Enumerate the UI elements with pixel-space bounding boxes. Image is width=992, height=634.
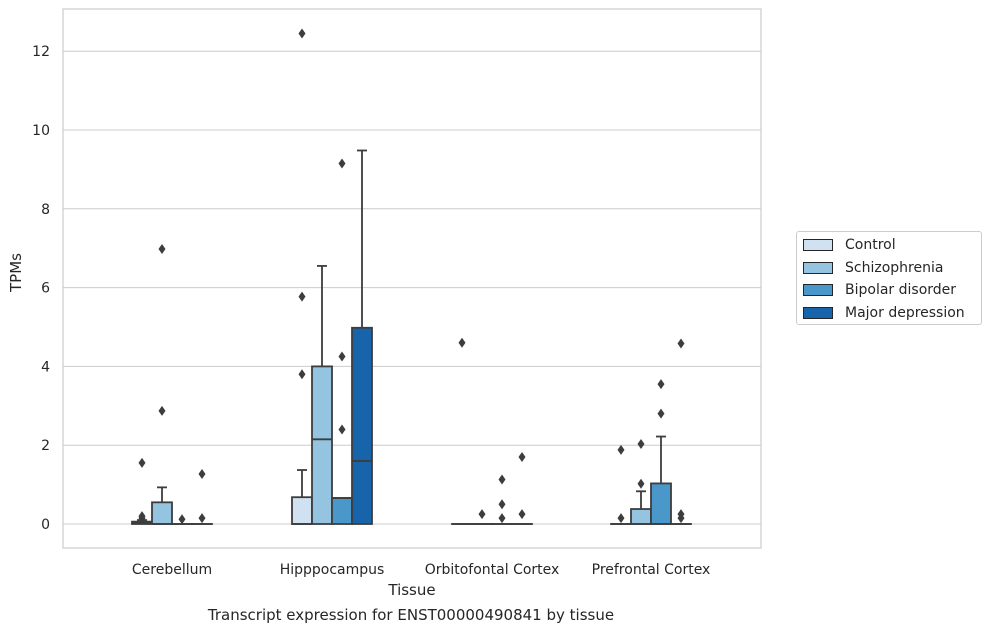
legend-label-control: Control — [845, 237, 896, 253]
y-tick-label: 8 — [41, 202, 50, 218]
legend-item-schizophrenia: Schizophrenia — [803, 258, 943, 278]
outlier-point — [677, 338, 685, 349]
outlier-point — [338, 351, 346, 362]
outlier-point — [298, 291, 306, 302]
outlier-point — [498, 513, 506, 524]
legend-label-major-depression: Major depression — [845, 305, 965, 321]
outlier-point — [518, 509, 526, 520]
box-schizophrenia — [311, 365, 333, 525]
outlier-point — [637, 478, 645, 489]
legend-item-bipolar-disorder: Bipolar disorder — [803, 280, 956, 300]
outlier-point — [298, 369, 306, 380]
y-tick-label: 12 — [32, 44, 50, 60]
x-tick-label: Cerebellum — [132, 562, 212, 578]
legend-swatch-control — [803, 239, 833, 251]
legend: Control Schizophrenia Bipolar disorder M… — [796, 231, 982, 325]
outlier-point — [617, 513, 625, 524]
legend-label-schizophrenia: Schizophrenia — [845, 260, 944, 276]
legend-swatch-schizophrenia — [803, 262, 833, 274]
legend-item-control: Control — [803, 235, 896, 255]
x-axis-label: Tissue — [387, 581, 435, 599]
outlier-point — [498, 499, 506, 510]
legend-swatch-bipolar-disorder — [803, 284, 833, 296]
outlier-point — [458, 337, 466, 348]
legend-label-bipolar-disorder: Bipolar disorder — [845, 282, 957, 298]
outlier-point — [178, 514, 186, 525]
y-tick-label: 10 — [32, 123, 50, 139]
chart-caption: Transcript expression for ENST0000049084… — [207, 606, 615, 624]
plot-frame — [62, 8, 762, 549]
box-control — [291, 496, 313, 525]
x-tick-label: Hipppocampus — [280, 562, 385, 578]
outlier-point — [198, 468, 206, 479]
legend-swatch-major-depression — [803, 307, 833, 319]
outlier-point — [518, 452, 526, 463]
x-tick-label: Orbitofontal Cortex — [425, 562, 560, 578]
outlier-point — [298, 28, 306, 39]
box-bipolar-disorder — [331, 497, 353, 525]
box-bipolar-disorder — [650, 482, 672, 525]
y-tick-label: 4 — [41, 359, 50, 375]
outlier-point — [637, 439, 645, 450]
outlier-point — [138, 457, 146, 468]
y-tick-label: 0 — [41, 517, 50, 533]
box-schizophrenia — [151, 501, 173, 525]
box-major-depression — [351, 326, 373, 525]
plot-area — [63, 9, 761, 548]
outlier-point — [198, 513, 206, 524]
outlier-point — [338, 424, 346, 435]
y-tick-label: 6 — [41, 281, 50, 297]
box-schizophrenia — [630, 508, 652, 525]
outlier-point — [617, 444, 625, 455]
outlier-point — [657, 408, 665, 419]
outlier-point — [158, 405, 166, 416]
outlier-point — [338, 158, 346, 169]
legend-item-major-depression: Major depression — [803, 303, 965, 323]
outlier-point — [138, 511, 146, 522]
outlier-point — [677, 509, 685, 520]
y-tick-label: 2 — [41, 438, 50, 454]
outlier-point — [498, 474, 506, 485]
outlier-point — [158, 243, 166, 254]
outlier-point — [478, 509, 486, 520]
y-axis-label: TPMs — [7, 253, 25, 293]
x-tick-label: Prefrontal Cortex — [592, 562, 711, 578]
outlier-point — [657, 379, 665, 390]
